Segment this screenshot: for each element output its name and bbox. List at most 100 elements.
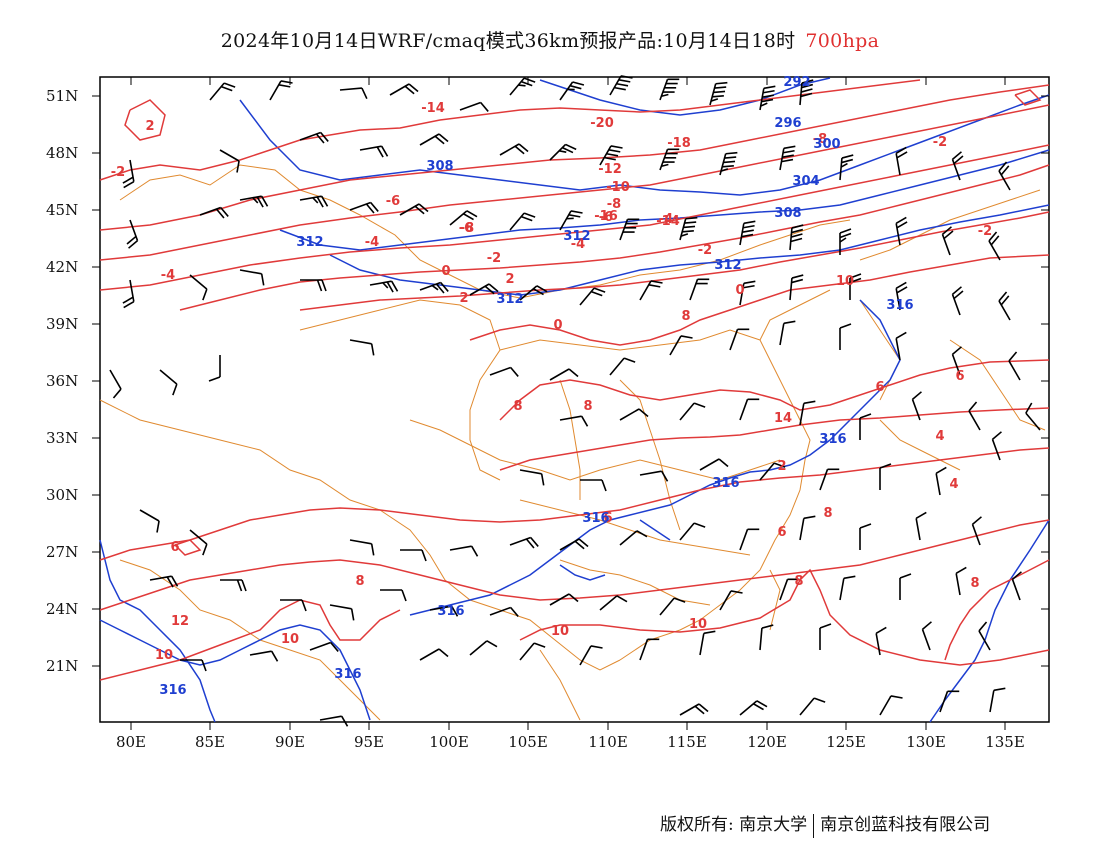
wind-barb	[619, 218, 640, 241]
temperature-label: -4	[161, 268, 175, 283]
lat-label: 21N	[46, 657, 79, 675]
wind-barb	[895, 216, 908, 246]
wind-barb	[519, 642, 546, 661]
temperature-label: 0	[735, 283, 744, 298]
boundary-line	[559, 559, 711, 606]
wind-barb	[209, 82, 236, 101]
temperature-label: -6	[459, 221, 473, 236]
temperature-label: -8	[460, 221, 474, 236]
temperature-contour	[179, 164, 1050, 311]
wind-barb	[619, 408, 649, 421]
wind-barb	[679, 703, 709, 716]
wind-barb	[998, 291, 1011, 321]
wind-barb	[559, 538, 589, 551]
wind-barb	[951, 286, 964, 316]
height-label: 292	[783, 75, 810, 90]
wind-barb	[839, 154, 854, 181]
height-label: 308	[426, 159, 453, 174]
temperature-label: -14	[421, 101, 445, 116]
temperature-contour-layer	[99, 79, 1050, 681]
wind-barb	[489, 606, 519, 617]
footer: 版权所有: 南京大学 南京创蓝科技有限公司	[660, 810, 990, 838]
wind-barb	[659, 78, 680, 101]
map-title: 2024年10月14日WRF/cmaq模式36km预报产品:10月14日18时 7…	[0, 26, 1100, 53]
company-name: 南京创蓝科技有限公司	[820, 815, 991, 835]
wind-barb	[239, 269, 265, 286]
height-label: 316	[334, 667, 361, 682]
lon-label: 105E	[508, 733, 548, 751]
height-contour	[409, 299, 901, 616]
height-label: 304	[792, 174, 819, 189]
wind-barb	[122, 159, 135, 189]
wind-barb	[799, 79, 814, 106]
wind-barb	[249, 650, 279, 662]
wind-barb	[299, 195, 329, 208]
wind-barb	[921, 621, 932, 651]
height-contour	[279, 149, 1050, 251]
lat-label: 48N	[46, 144, 79, 162]
height-contour	[329, 204, 1050, 296]
temperature-label: 2	[505, 272, 514, 287]
wind-barb	[799, 400, 816, 426]
lat-label: 51N	[46, 87, 79, 105]
map-title-main: 2024年10月14日WRF/cmaq模式36km预报产品:10月14日18时	[220, 30, 796, 52]
temperature-label: -8	[607, 197, 621, 212]
temperature-label: -18	[667, 136, 691, 151]
temperature-label: 8	[355, 574, 364, 589]
lon-label: 135E	[985, 733, 1025, 751]
wind-barb	[739, 700, 768, 716]
temperature-label: 4	[935, 429, 944, 444]
wind-barb	[819, 468, 840, 491]
wind-barb	[519, 285, 548, 301]
temperature-contour	[99, 144, 1050, 291]
lon-label: 95E	[353, 733, 385, 751]
wind-barb	[189, 274, 208, 301]
wind-barb	[549, 368, 579, 381]
wind-barb	[489, 366, 519, 377]
height-label: 300	[813, 137, 840, 152]
wind-barb	[915, 511, 927, 541]
wind-barb	[971, 516, 982, 546]
wind-barb	[849, 273, 862, 300]
wind-barb	[399, 203, 429, 216]
wind-barb	[639, 470, 669, 482]
temperature-label: 8	[970, 576, 979, 591]
wind-barb	[639, 638, 660, 661]
wind-barb	[139, 509, 160, 533]
temperature-label: -2	[698, 243, 712, 258]
wind-barb	[951, 346, 962, 376]
temperature-label: 8	[513, 399, 522, 414]
wind-barb	[319, 715, 349, 727]
wind-barb	[941, 226, 954, 256]
footer-divider	[813, 813, 815, 838]
temperature-contour	[99, 79, 921, 181]
wind-barb	[699, 630, 716, 656]
height-label: 316	[886, 298, 913, 313]
wind-barb	[208, 355, 221, 382]
boundary-line	[619, 289, 831, 661]
height-label: 316	[437, 604, 464, 619]
temperature-label: -14	[656, 214, 680, 229]
temperature-label: -4	[571, 237, 585, 252]
height-label: 316	[712, 476, 739, 491]
wind-barb	[779, 145, 796, 171]
wind-barb	[1011, 571, 1022, 601]
temperature-label: 2	[459, 291, 468, 306]
wind-barb	[679, 402, 706, 421]
wind-barb	[895, 281, 908, 311]
wind-barb	[939, 690, 960, 713]
temperature-label: 6	[603, 511, 612, 526]
temperature-label: -2	[933, 135, 947, 150]
boundary-line	[539, 649, 581, 721]
temperature-label: -20	[590, 116, 614, 131]
height-label: 312	[496, 292, 523, 307]
temperature-label: 10	[155, 648, 173, 663]
lat-label: 27N	[46, 543, 79, 561]
boundary-line	[859, 189, 1041, 261]
lat-label: 24N	[46, 600, 79, 618]
wind-barb	[389, 83, 419, 96]
temperature-label: -6	[599, 210, 613, 225]
temperature-label: -10	[606, 180, 630, 195]
wind-barb	[189, 529, 208, 556]
